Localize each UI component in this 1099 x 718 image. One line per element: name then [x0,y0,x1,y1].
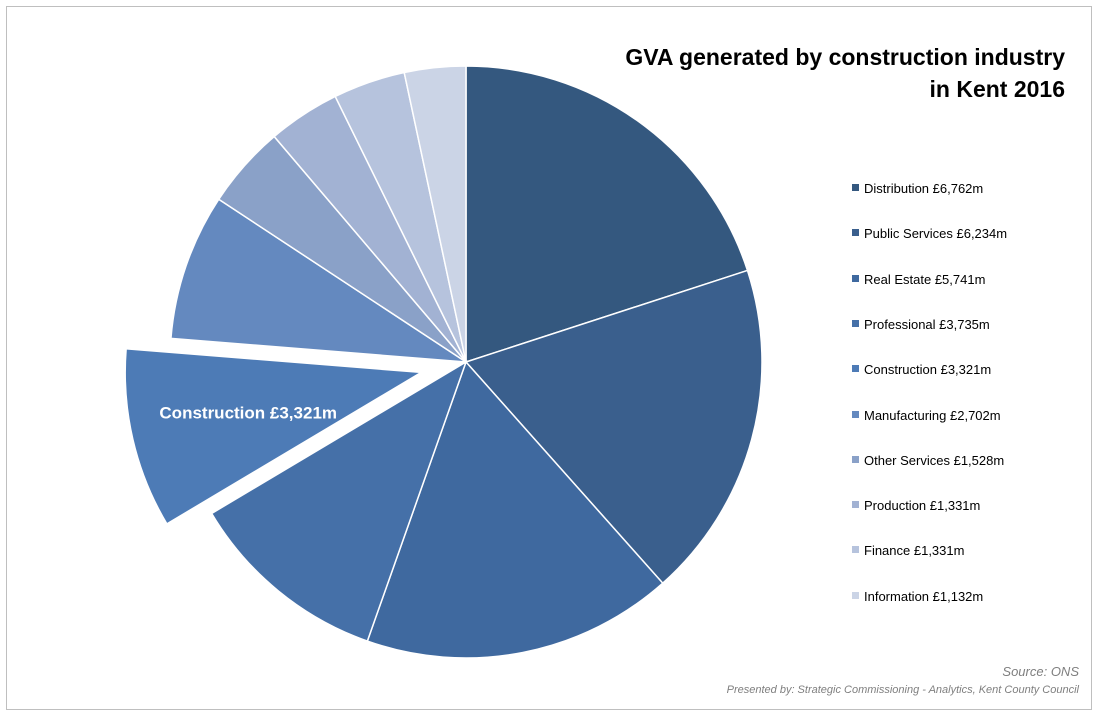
legend-item-manufacturing: Manufacturing £2,702m [852,407,1001,427]
legend-swatch [852,410,859,418]
legend-label: Public Services £6,234m [864,226,1008,242]
pie-slice-construction [124,347,424,525]
presenter-note: Presented by: Strategic Commissioning - … [726,684,1079,696]
pie-slice-manufacturing [170,198,467,363]
chart-title-line1: GVA generated by construction industry [625,44,1065,70]
pie-slice-professional [210,360,468,643]
legend-label: Production £1,331m [864,498,981,514]
legend-item-public-services: Public Services £6,234m [852,225,1007,245]
legend-swatch [852,229,859,237]
pie-slice-public-services [464,269,763,585]
legend-swatch [852,184,859,192]
source-note: Source: ONS [1002,664,1079,679]
pie-slice-information [403,65,467,363]
legend-label: Manufacturing £2,702m [864,407,1001,423]
legend-label: Information £1,132m [864,588,984,604]
legend-swatch [852,546,859,554]
legend-swatch [852,319,859,327]
pie-slice-distribution [465,65,749,364]
legend-label: Other Services £1,528m [864,452,1005,468]
legend-swatch [852,501,859,509]
legend-label: Finance £1,331m [864,543,965,559]
legend-item-distribution: Distribution £6,762m [852,180,983,200]
chart-title-line2: in Kent 2016 [929,76,1066,102]
legend-item-professional: Professional £3,735m [852,316,990,336]
legend-swatch [852,591,859,599]
chart-title: GVA generated by construction industry i… [465,41,1065,105]
legend-item-production: Production £1,331m [852,497,980,517]
data-label-construction: Construction £3,321m [159,404,337,423]
legend-swatch [852,274,859,282]
legend-item-real-estate: Real Estate £5,741m [852,271,985,291]
legend-label: Construction £3,321m [864,362,992,378]
legend-label: Professional £3,735m [864,316,990,332]
legend-swatch [852,365,859,373]
legend-item-information: Information £1,132m [852,588,983,608]
legend-item-other-services: Other Services £1,528m [852,452,1004,472]
legend-item-finance: Finance £1,331m [852,542,964,562]
legend-label: Real Estate £5,741m [864,271,986,287]
legend-item-construction: Construction £3,321m [852,361,991,381]
legend-label: Distribution £6,762m [864,181,984,197]
pie-slice-real-estate [366,360,664,659]
legend-swatch [852,455,859,463]
